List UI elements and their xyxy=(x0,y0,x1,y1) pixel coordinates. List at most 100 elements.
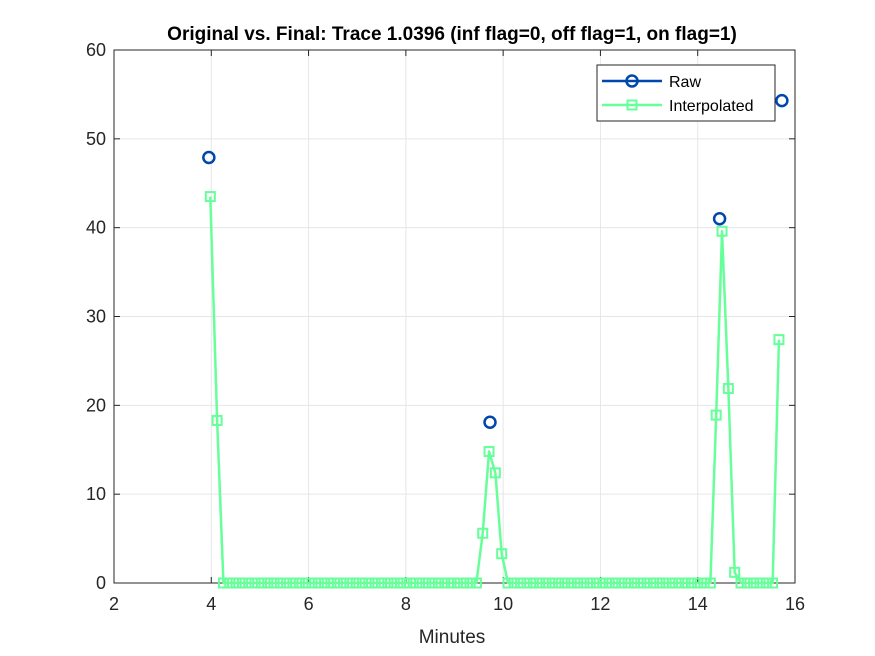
interpolated-point xyxy=(710,409,722,421)
interpolated-point xyxy=(338,577,350,589)
interpolated-point xyxy=(217,577,229,589)
interpolated-point xyxy=(641,577,653,589)
interpolated-point xyxy=(572,577,584,589)
interpolated-point xyxy=(729,566,741,578)
interpolated-point xyxy=(610,577,622,589)
interpolated-point xyxy=(666,577,678,589)
interpolated-point xyxy=(483,446,495,458)
interpolated-point xyxy=(741,577,753,589)
interpolated-point xyxy=(268,577,280,589)
chart-title: Original vs. Final: Trace 1.0396 (inf fl… xyxy=(167,24,737,45)
legend-box xyxy=(596,64,776,122)
raw-point xyxy=(202,150,216,165)
legend-label-raw: Raw xyxy=(669,74,701,91)
interpolated-point xyxy=(553,577,565,589)
interpolated-point xyxy=(350,577,362,589)
interpolated-point xyxy=(754,577,766,589)
interpolated-point xyxy=(236,577,248,589)
interpolated-point xyxy=(722,382,734,394)
interpolated-point xyxy=(420,577,432,589)
interpolated-point xyxy=(704,577,716,589)
interpolated-point xyxy=(439,577,451,589)
interpolated-point xyxy=(363,577,375,589)
interpolated-point xyxy=(230,577,242,589)
interpolated-point xyxy=(426,577,438,589)
x-axis-label: Minutes xyxy=(419,627,486,648)
interpolated-point xyxy=(382,577,394,589)
interpolated-point xyxy=(508,577,520,589)
interpolated-point xyxy=(679,577,691,589)
legend-marker-interpolated xyxy=(626,99,638,111)
interpolated-point xyxy=(344,577,356,589)
interpolated-point xyxy=(773,334,785,346)
y-tick-label: 20 xyxy=(86,395,106,415)
interpolated-point xyxy=(357,577,369,589)
interpolated-point xyxy=(647,577,659,589)
interpolated-point xyxy=(388,577,400,589)
interpolated-point xyxy=(458,577,470,589)
x-tick-label: 14 xyxy=(688,594,708,614)
interpolated-point xyxy=(477,527,489,539)
interpolated-point xyxy=(470,577,482,589)
x-tick-label: 10 xyxy=(493,594,513,614)
x-tick-label: 2 xyxy=(109,594,119,614)
interpolated-point xyxy=(654,577,666,589)
interpolated-point xyxy=(255,577,267,589)
interpolated-point xyxy=(565,577,577,589)
series-interpolated xyxy=(204,191,785,589)
y-tick-label: 0 xyxy=(96,573,106,593)
interpolated-point xyxy=(300,577,312,589)
interpolated-point xyxy=(204,191,216,203)
interpolated-point xyxy=(760,577,772,589)
interpolated-point xyxy=(521,577,533,589)
interpolated-point xyxy=(534,577,546,589)
interpolated-line xyxy=(209,196,781,585)
interpolated-point xyxy=(748,577,760,589)
y-tick-label: 60 xyxy=(86,40,106,60)
interpolated-point xyxy=(591,577,603,589)
interpolated-point xyxy=(546,577,558,589)
interpolated-point xyxy=(527,577,539,589)
interpolated-point xyxy=(407,577,419,589)
interpolated-point xyxy=(559,577,571,589)
plot-series xyxy=(202,93,789,589)
interpolated-point xyxy=(306,577,318,589)
interpolated-point xyxy=(616,577,628,589)
interpolated-point xyxy=(622,577,634,589)
y-tick-label: 10 xyxy=(86,484,106,504)
interpolated-point xyxy=(584,577,596,589)
interpolated-point xyxy=(451,577,463,589)
legend-marker-raw xyxy=(625,74,639,88)
raw-point xyxy=(712,212,727,226)
interpolated-point xyxy=(224,577,236,589)
interpolated-point xyxy=(698,577,710,589)
y-tick-label: 50 xyxy=(86,129,106,149)
interpolated-point xyxy=(540,577,552,589)
interpolated-point xyxy=(489,467,501,479)
interpolated-point xyxy=(673,577,685,589)
interpolated-point xyxy=(603,577,615,589)
interpolated-point xyxy=(502,577,514,589)
interpolated-point xyxy=(685,577,697,589)
interpolated-point xyxy=(319,577,331,589)
interpolated-point xyxy=(376,577,388,589)
interpolated-point xyxy=(767,577,779,589)
interpolated-point xyxy=(243,577,255,589)
interpolated-point xyxy=(660,577,672,589)
interpolated-point xyxy=(597,577,609,589)
y-tick-label: 40 xyxy=(86,218,106,238)
y-tick-label: 30 xyxy=(86,307,106,327)
interpolated-point xyxy=(331,577,343,589)
interpolated-point xyxy=(293,577,305,589)
interpolated-point xyxy=(211,414,223,426)
legend: Raw Interpolated xyxy=(596,64,776,122)
x-tick-label: 12 xyxy=(590,594,610,614)
axis-ticks: 2 4 6 8 10 12 14 16 0 10 20 30 40 50 60 xyxy=(86,40,805,614)
interpolated-point xyxy=(325,577,337,589)
interpolated-point xyxy=(281,577,293,589)
interpolated-point xyxy=(274,577,286,589)
interpolated-point xyxy=(445,577,457,589)
interpolated-point xyxy=(496,548,508,560)
x-tick-label: 6 xyxy=(304,594,314,614)
